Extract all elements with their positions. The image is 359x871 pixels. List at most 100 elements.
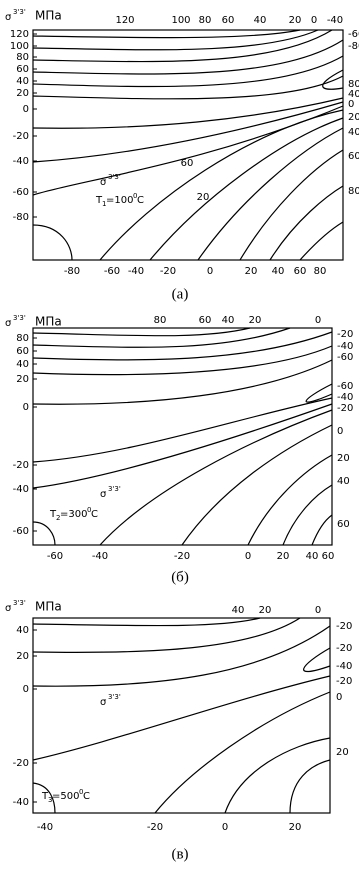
y-label-symbol: σ	[5, 318, 12, 329]
temp-sub: 3	[48, 796, 52, 804]
contour-label: 0	[337, 426, 343, 437]
contour-label: 20	[336, 747, 349, 758]
contour-label: 0	[311, 15, 317, 26]
contour-label: -60	[337, 381, 353, 392]
x-tick-label: 0	[245, 551, 251, 562]
contour	[32, 625, 331, 687]
contour-label: 20	[259, 605, 272, 616]
contours-a	[32, 29, 344, 261]
contour	[305, 383, 333, 403]
caption: (б)	[171, 569, 189, 585]
contour-label: -40	[337, 341, 353, 352]
contour-label: 0	[336, 692, 342, 703]
contour	[32, 97, 344, 129]
contour-label: 80	[199, 15, 212, 26]
y-tick-label: -80	[13, 212, 29, 223]
temp-t: T	[41, 791, 49, 802]
y-tick-label: -40	[13, 797, 29, 808]
x-tick-label: -60	[104, 266, 120, 277]
contours-c	[32, 617, 331, 814]
contour	[32, 782, 56, 814]
x-tick-label: 20	[277, 551, 290, 562]
temp-eq: =300	[60, 509, 87, 520]
contour	[311, 514, 333, 546]
y-label-sup: 3'3'	[13, 314, 26, 322]
y-tick-label: -40	[13, 156, 29, 167]
contour	[32, 359, 333, 405]
contour	[322, 69, 344, 90]
contour-label: 100	[171, 15, 190, 26]
x-tick-label: 40	[306, 551, 319, 562]
x-tick-label: 40	[272, 266, 285, 277]
contour	[149, 117, 344, 261]
contour-label: 40	[348, 89, 359, 100]
contour-label: 0	[315, 315, 321, 326]
contour-label: 80	[348, 79, 359, 90]
temp-sub: 1	[102, 200, 106, 208]
x-tick-label: -20	[174, 551, 190, 562]
y-tick-label: -60	[13, 526, 29, 537]
contour	[32, 29, 301, 39]
y-label-sup: 3'3'	[13, 8, 26, 16]
y-tick-label: 80	[16, 333, 29, 344]
contour	[32, 675, 331, 761]
contour	[99, 409, 333, 546]
contour	[197, 127, 344, 261]
contour	[32, 327, 251, 337]
temp-t: T	[49, 509, 57, 520]
contour	[32, 55, 344, 88]
y-tick-label: 20	[16, 374, 29, 385]
y-label-symbol: σ	[5, 603, 12, 614]
y-tick-label: 100	[10, 41, 29, 52]
contour	[32, 75, 344, 100]
contour-label: -60	[337, 352, 353, 363]
contour	[269, 185, 344, 261]
contour-label: 60	[337, 519, 350, 530]
x-tick-label: -40	[92, 551, 108, 562]
contour	[154, 691, 331, 814]
y-tick-label: 0	[23, 104, 29, 115]
x-tick-label: -60	[47, 551, 63, 562]
contour	[32, 617, 301, 654]
y-tick-label: 120	[10, 29, 29, 40]
temp-sub: 2	[56, 514, 60, 522]
stress-symbol: σ	[100, 489, 107, 500]
y-tick-label: 80	[16, 52, 29, 63]
contour-label: 80	[154, 315, 167, 326]
x-tick-label: 20	[289, 822, 302, 833]
temp-unit: C	[91, 509, 98, 520]
contour-label: 40	[254, 15, 267, 26]
contour	[239, 149, 344, 261]
contour	[32, 403, 333, 489]
contour	[224, 737, 331, 814]
contour	[247, 454, 333, 546]
contour	[32, 397, 333, 463]
contour	[303, 647, 331, 673]
y-tick-label: 20	[16, 88, 29, 99]
temp-eq: =500	[52, 791, 79, 802]
contour-label: -20	[337, 329, 353, 340]
contour-label: 0	[315, 605, 321, 616]
y-tick-label: 0	[23, 684, 29, 695]
contour	[32, 101, 344, 163]
contour	[181, 424, 333, 546]
x-tick-label: -80	[64, 266, 80, 277]
y-tick-label: -40	[13, 484, 29, 495]
contour	[299, 221, 344, 261]
y-tick-label: 40	[16, 625, 29, 636]
contour-label: 40	[348, 127, 359, 138]
stress-sup: 3'3'	[108, 485, 121, 493]
temp-unit: C	[137, 195, 144, 206]
x-tick-label: -40	[128, 266, 144, 277]
contour-label: 40	[222, 315, 235, 326]
contour	[289, 759, 331, 814]
plot-frame	[32, 29, 344, 261]
stress-symbol: σ	[100, 177, 107, 188]
contour-label: 120	[115, 15, 134, 26]
y-label-unit: МПа	[35, 315, 62, 329]
contour-label: 0	[348, 99, 354, 110]
y-label-sup: 3'3'	[13, 599, 26, 607]
contour-label: 20	[348, 112, 359, 123]
y-tick-label: 40	[16, 359, 29, 370]
